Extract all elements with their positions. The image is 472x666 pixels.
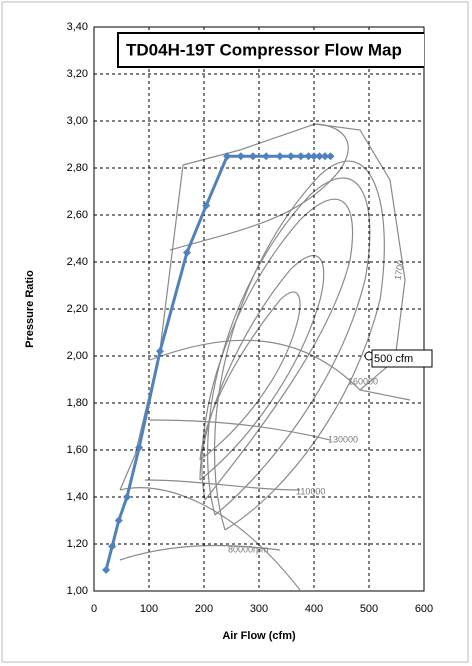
y-tick-label: 2,80 [67,162,88,174]
x-axis-title: Air Flow (cfm) [222,630,296,642]
map-label: 1700 [392,259,405,280]
y-tick-label: 3,20 [67,68,88,80]
data-point [108,542,117,551]
data-point [296,152,305,161]
x-tick-label: 0 [91,603,97,615]
annotation-label: 500 cfm [374,353,413,365]
annotation-box [371,349,433,368]
data-point [321,152,329,161]
data-point [123,493,131,501]
y-tick-label: 2,60 [67,209,88,221]
y-tick-label: 3,00 [67,115,88,127]
data-point [275,152,284,161]
title-box [117,32,424,68]
data-point [114,516,123,525]
x-tick-label: 400 [305,603,323,615]
x-tick-label: 500 [360,603,378,615]
data-point [223,152,232,161]
y-tick-label: 3,40 [67,21,88,33]
data-point [315,152,324,161]
map-label: 130000 [328,434,358,444]
title-group: TD04H-19T Compressor Flow Map [117,32,424,68]
data-point [135,443,144,452]
data-point [248,152,257,161]
map-label: 80000rpm [228,544,269,554]
data-point [236,152,245,161]
chart-title: TD04H-19T Compressor Flow Map [126,40,402,59]
data-point [326,152,335,161]
data-point [262,152,271,161]
y-tick-label: 2,00 [67,350,88,362]
y-tick-label: 1,60 [67,444,88,456]
data-point [102,565,111,574]
y-tick-label: 2,20 [67,303,88,315]
y-axis-title: Pressure Ratio [24,270,36,348]
y-tick-label: 1,20 [67,538,88,550]
data-point [304,152,313,161]
data-point [286,152,295,161]
y-tick-label: 1,00 [67,585,88,597]
x-tick-label: 600 [415,603,433,615]
data-point [182,248,191,257]
x-tick-label: 100 [140,603,158,615]
data-point [310,152,318,161]
data-point [156,347,164,356]
map-label: 160000 [348,376,378,386]
map-label: 110000 [296,486,325,496]
x-tick-label: 200 [195,603,213,615]
y-tick-label: 1,80 [67,397,88,409]
plot-border [93,26,425,592]
x-tick-label: 300 [250,603,268,615]
data-point [202,201,211,210]
y-tick-label: 1,40 [67,491,88,503]
y-tick-label: 2,40 [67,256,88,268]
